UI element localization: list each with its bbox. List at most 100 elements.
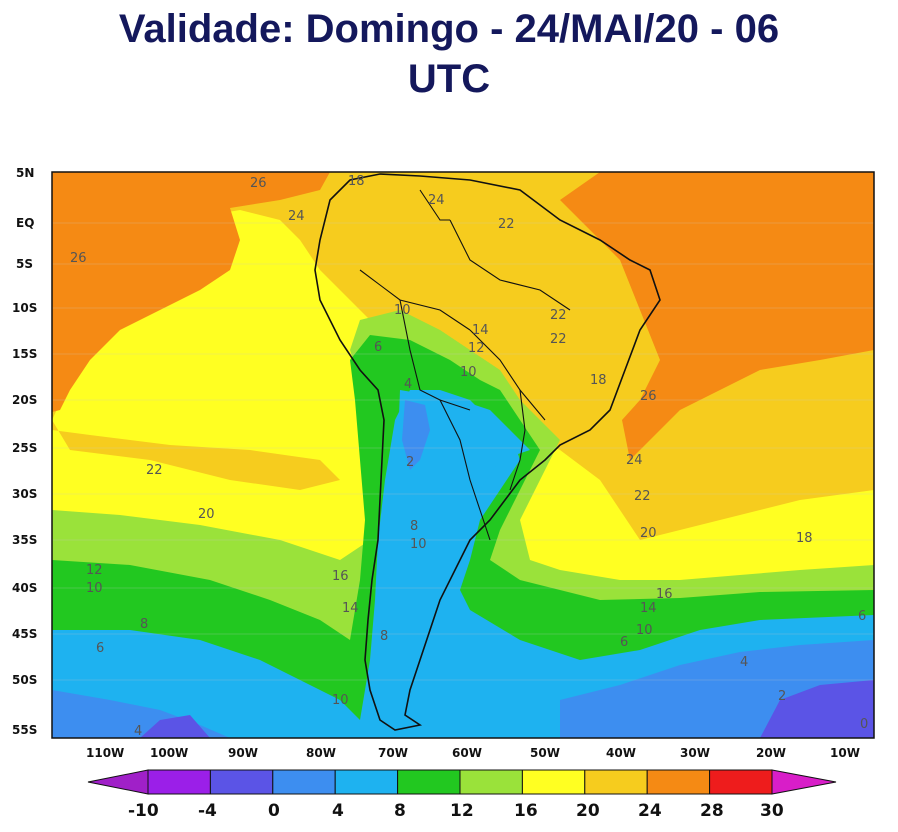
lon-label: 30W xyxy=(680,746,710,760)
contour-label: 26 xyxy=(640,389,657,404)
contour-label: 6 xyxy=(374,340,382,355)
contour-label: 0 xyxy=(860,717,868,732)
lon-label: 20W xyxy=(756,746,786,760)
lon-label: 100W xyxy=(150,746,188,760)
contour-label: 8 xyxy=(140,617,148,632)
lat-label: 15S xyxy=(12,347,37,361)
colorbar-tick: 4 xyxy=(332,801,344,821)
contour-label: 20 xyxy=(198,507,215,522)
colorbar-swatch xyxy=(584,769,648,795)
colorbar-ticks: -10 -4 0 4 8 12 16 20 24 28 30 xyxy=(128,801,784,821)
contour-label: 2 xyxy=(778,689,786,704)
lon-label: 60W xyxy=(452,746,482,760)
lat-label: 35S xyxy=(12,533,37,547)
contour-label: 18 xyxy=(796,531,813,546)
colorbar-tick: 30 xyxy=(760,801,784,821)
band-4-andes xyxy=(402,400,430,470)
colorbar-swatch xyxy=(209,769,274,795)
contour-label: 10 xyxy=(86,581,103,596)
colorbar-tick: 8 xyxy=(394,801,406,821)
contour-label: 12 xyxy=(468,341,485,356)
colorbar-tick: 12 xyxy=(450,801,474,821)
contour-label: 18 xyxy=(590,373,607,388)
contour-label: 24 xyxy=(288,209,305,224)
contour-label: 24 xyxy=(428,193,445,208)
colorbar-swatch xyxy=(646,769,711,795)
contour-label: 10 xyxy=(410,537,427,552)
band-24-west xyxy=(52,420,340,490)
latitude-axis: 5N EQ 5S 10S 15S 20S 25S 30S 35S 40S 45S… xyxy=(12,166,37,737)
colorbar-left-arrow xyxy=(87,769,149,795)
band-8-interior xyxy=(398,390,530,580)
temperature-map: 26 24 26 18 24 22 10 14 12 6 10 4 22 22 … xyxy=(12,166,875,821)
contour-label: 26 xyxy=(70,251,87,266)
lon-label: 50W xyxy=(530,746,560,760)
lon-label: 80W xyxy=(306,746,336,760)
colorbar-swatch xyxy=(147,769,211,795)
colorbar-tick: 20 xyxy=(576,801,600,821)
contour-label: 6 xyxy=(96,641,104,656)
contour-label: 14 xyxy=(472,323,489,338)
colorbar-tick: 16 xyxy=(514,801,538,821)
lat-label: 20S xyxy=(12,393,37,407)
lon-label: 10W xyxy=(830,746,860,760)
lat-label: EQ xyxy=(16,216,34,230)
lat-label: 45S xyxy=(12,627,37,641)
contour-label: 10 xyxy=(394,303,411,318)
contour-label: 24 xyxy=(626,453,643,468)
contour-label-group: 26 24 26 18 24 22 10 14 12 6 10 4 22 22 … xyxy=(70,174,868,739)
band-28-ne xyxy=(560,172,874,460)
contour-label: 20 xyxy=(640,526,657,541)
plot-frame xyxy=(51,171,875,739)
filled-contours xyxy=(52,172,874,738)
lat-label: 25S xyxy=(12,441,37,455)
colorbar-swatch xyxy=(272,769,336,795)
colorbar-swatch xyxy=(709,769,773,795)
colorbar-swatches xyxy=(147,769,773,795)
colorbar-swatch xyxy=(334,769,399,795)
contour-label: 10 xyxy=(332,693,349,708)
contour-label: 26 xyxy=(250,176,267,191)
color-legend: -10 -4 0 4 8 12 16 20 24 28 30 xyxy=(87,769,837,821)
band-8 xyxy=(52,390,874,738)
band-28-nw xyxy=(52,172,330,412)
colorbar-tick: -4 xyxy=(198,801,217,821)
colorbar-swatch xyxy=(521,769,586,795)
lat-label: 10S xyxy=(12,301,37,315)
contour-label: 4 xyxy=(740,655,748,670)
contour-label: 8 xyxy=(410,519,418,534)
lat-label: 50S xyxy=(12,673,37,687)
colorbar-tick: 0 xyxy=(268,801,280,821)
contour-label: 22 xyxy=(550,308,567,323)
lat-label: 55S xyxy=(12,723,37,737)
colorbar-tick: -10 xyxy=(128,801,159,821)
lat-label: 5S xyxy=(16,257,33,271)
band-0-east xyxy=(760,680,874,738)
contour-label: 6 xyxy=(858,609,866,624)
map-title: Validade: Domingo - 24/MAI/20 - 06 UTC xyxy=(0,4,898,104)
latitude-gridlines xyxy=(52,222,874,681)
lat-label: 5N xyxy=(16,166,34,180)
lon-label: 110W xyxy=(86,746,124,760)
coastline xyxy=(314,173,661,731)
contour-label: 2 xyxy=(406,455,414,470)
contour-label: 4 xyxy=(134,724,142,739)
contour-label: 10 xyxy=(636,623,653,638)
contour-label: 22 xyxy=(498,217,515,232)
contour-label: 22 xyxy=(550,332,567,347)
lat-label: 30S xyxy=(12,487,37,501)
colorbar-tick: 28 xyxy=(700,801,724,821)
title-line-1: Validade: Domingo - 24/MAI/20 - 06 xyxy=(118,7,780,51)
contour-label: 22 xyxy=(146,463,163,478)
colorbar-right-arrow xyxy=(771,769,837,795)
band-0 xyxy=(140,715,210,738)
contour-label: 6 xyxy=(620,635,628,650)
contour-label: 10 xyxy=(460,365,477,380)
contour-label: 8 xyxy=(380,629,388,644)
colorbar-swatch xyxy=(459,769,523,795)
contour-label: 12 xyxy=(86,563,103,578)
lon-label: 40W xyxy=(606,746,636,760)
contour-label: 22 xyxy=(634,489,651,504)
longitude-axis: 110W 100W 90W 80W 70W 60W 50W 40W 30W 20… xyxy=(86,746,860,760)
contour-label: 14 xyxy=(342,601,359,616)
